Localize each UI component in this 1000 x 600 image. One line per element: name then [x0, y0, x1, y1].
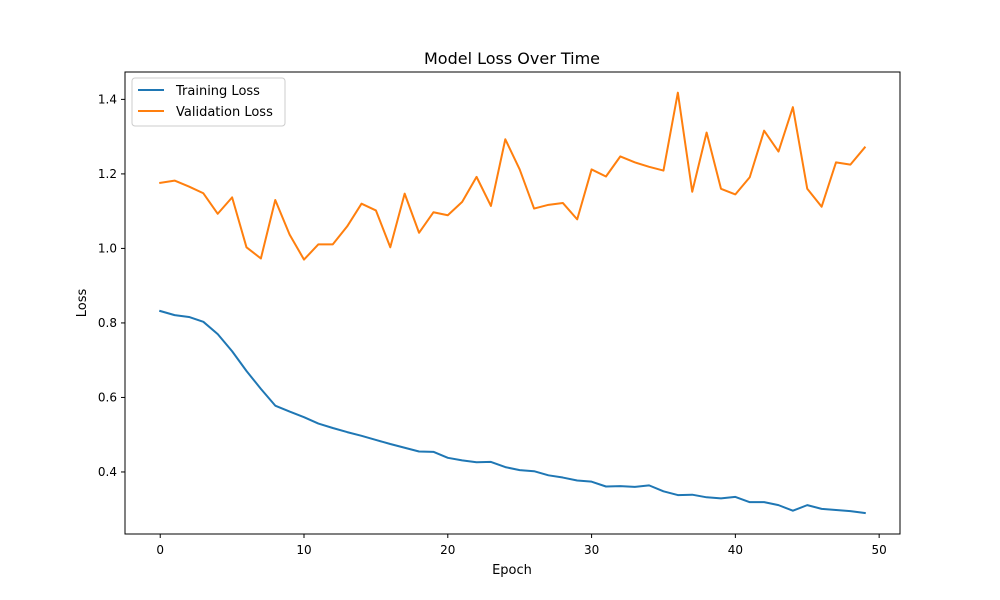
x-tick-label: 30 [584, 543, 599, 557]
x-tick-label: 50 [872, 543, 887, 557]
y-tick-label: 0.8 [98, 316, 117, 330]
x-axis-ticks: 0 10 20 30 40 50 [156, 534, 887, 557]
x-tick-label: 0 [156, 543, 164, 557]
series-line-validation-loss [159, 91, 867, 261]
y-tick-label: 1.0 [98, 241, 117, 255]
y-tick-label: 0.6 [98, 390, 117, 404]
chart-title: Model Loss Over Time [424, 49, 600, 68]
x-tick-label: 40 [728, 543, 743, 557]
y-axis-ticks: 0.4 0.6 0.8 1.0 1.2 1.4 [98, 92, 125, 479]
legend-label-training-loss: Training Loss [175, 84, 260, 99]
series-line-training-loss [158, 309, 866, 515]
x-axis-label: Epoch [492, 563, 532, 578]
y-tick-label: 1.2 [98, 167, 117, 181]
legend-label-validation-loss: Validation Loss [176, 105, 273, 120]
x-tick-label: 10 [296, 543, 311, 557]
y-tick-label: 0.4 [98, 465, 117, 479]
plot-area: 0 10 20 30 40 50 0.4 0.6 0.8 1.0 1.2 1.4 [98, 71, 901, 557]
legend: Training Loss Validation Loss [131, 77, 286, 127]
series-layer [158, 91, 867, 515]
y-tick-label: 1.4 [98, 92, 117, 106]
plot-frame [124, 71, 901, 535]
y-axis-label: Loss [75, 289, 90, 318]
x-tick-label: 20 [440, 543, 455, 557]
legend-box [131, 77, 286, 127]
